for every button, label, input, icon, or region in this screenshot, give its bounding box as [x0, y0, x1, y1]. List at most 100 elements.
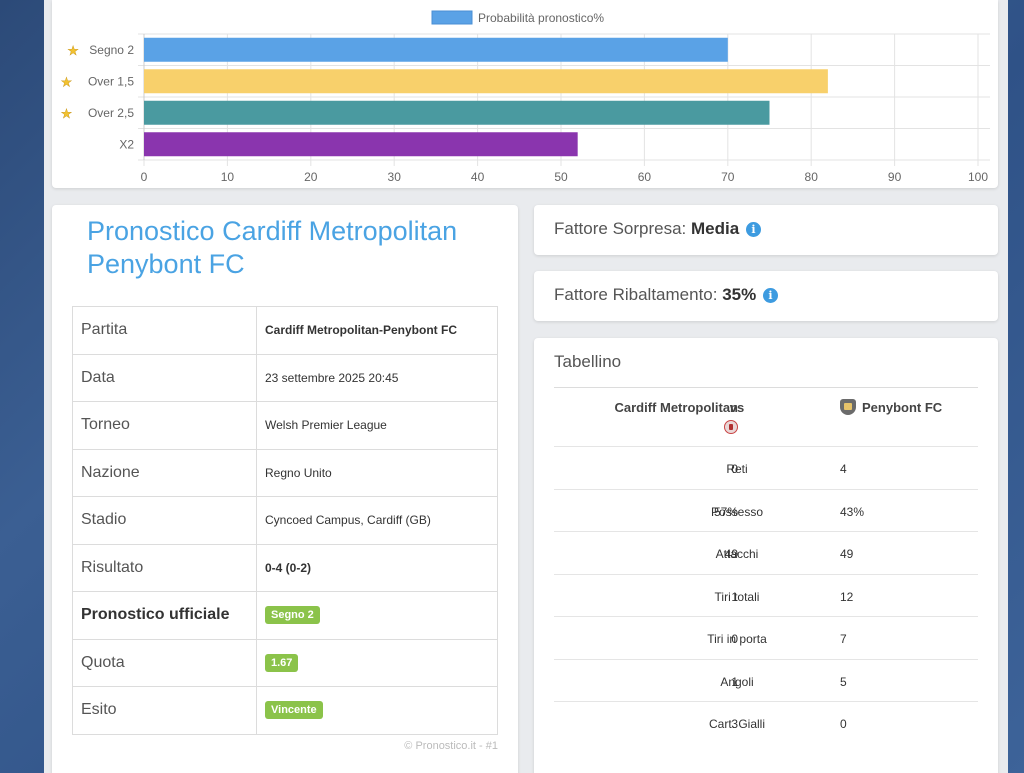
- x-tick-label: 0: [141, 170, 148, 184]
- info-value: Cardiff Metropolitan-Penybont FC: [256, 306, 498, 355]
- x-tick-label: 20: [304, 170, 318, 184]
- x-tick-label: 60: [638, 170, 652, 184]
- tabellino-title: Tabellino: [554, 352, 622, 371]
- home-team-name: Cardiff Metropolitan: [614, 400, 739, 415]
- info-row-risultato: Risultato 0-4 (0-2): [72, 543, 498, 592]
- info-key: Nazione: [72, 448, 257, 497]
- stat-row: 57% Possesso 43%: [554, 490, 978, 532]
- bar: [144, 69, 828, 94]
- reversal-factor: Fattore Ribaltamento: 35% i: [554, 285, 778, 305]
- copyright-text: © Pronostico.it - #1: [404, 740, 498, 752]
- star-icon: ★: [61, 75, 73, 90]
- stat-row: 0 Reti 4: [554, 447, 978, 490]
- away-team-logo-icon: [840, 399, 856, 415]
- reversal-value: 35%: [722, 285, 757, 304]
- page: Probabilità pronostico% 0 10 20 30 40 50 60 70 80…: [44, 0, 1008, 773]
- stat-away: 0: [840, 717, 847, 731]
- category-label: Over 1,5: [88, 74, 134, 88]
- page-title: Pronostico Cardiff Metropolitan Penybont…: [87, 216, 458, 279]
- x-tick-label: 50: [554, 170, 568, 184]
- info-key: Stadio: [72, 496, 257, 545]
- stat-label: Attacchi: [715, 547, 759, 561]
- surprise-label: Fattore Sorpresa:: [554, 219, 687, 238]
- info-row-esito: Esito Vincente: [72, 686, 498, 735]
- stat-home: 3: [731, 717, 738, 731]
- info-value-cell: Segno 2: [256, 591, 498, 640]
- category-label: Segno 2: [89, 43, 134, 57]
- stat-away: 43%: [840, 504, 865, 519]
- info-row-data: Data 23 settembre 2025 20:45: [72, 353, 498, 402]
- stat-label: Tiri in porta: [707, 632, 767, 646]
- info-value: Welsh Premier League: [256, 401, 498, 450]
- stat-home: 49: [724, 547, 738, 561]
- info-icon[interactable]: i: [762, 288, 778, 303]
- stat-row: 3 Cart. Gialli 0: [554, 702, 978, 745]
- surprise-value: Media: [691, 219, 740, 238]
- info-row-quota: Quota 1.67: [72, 638, 498, 687]
- x-tick-label: 30: [388, 170, 402, 184]
- stat-row: 49 Attacchi 49: [554, 532, 978, 575]
- info-value: Regno Unito: [256, 448, 498, 497]
- tabellino-card: Tabellino Cardiff Metropolitan vs Penybo…: [534, 338, 998, 773]
- stat-home: 0: [731, 632, 738, 646]
- stat-home: 57%: [713, 504, 738, 519]
- x-tick-label: 100: [968, 170, 988, 184]
- stat-row: 0 Tiri in porta 7: [554, 617, 978, 660]
- surprise-factor-card: Fattore Sorpresa: Media i: [534, 205, 998, 255]
- x-tick-label: 90: [888, 170, 902, 184]
- info-key: Esito: [72, 686, 257, 735]
- probability-chart-card: Probabilità pronostico% 0 10 20 30 40 50 60 70 80…: [52, 0, 998, 188]
- home-team-header: Cardiff Metropolitan: [598, 398, 738, 438]
- x-tick-label: 10: [221, 170, 235, 184]
- reversal-label: Fattore Ribaltamento:: [554, 285, 718, 304]
- category-label: Over 2,5: [88, 106, 134, 120]
- info-row-partita: Partita Cardiff Metropolitan-Penybont FC: [72, 306, 498, 355]
- away-team-name: Penybont FC: [862, 400, 943, 415]
- x-tick-label: 40: [471, 170, 485, 184]
- info-value-cell: 1.67: [256, 638, 498, 687]
- info-key: Partita: [72, 306, 257, 355]
- bar: [144, 37, 728, 62]
- stat-label: Reti: [726, 462, 748, 476]
- info-value: 23 settembre 2025 20:45: [256, 353, 498, 402]
- stat-away: 7: [840, 632, 847, 646]
- probability-chart: Probabilità pronostico% 0 10 20 30 40 50 60 70 80…: [60, 10, 990, 184]
- stat-label: Angoli: [720, 674, 754, 689]
- stat-label: Possesso: [710, 504, 764, 519]
- category-label: X2: [119, 137, 134, 151]
- star-icon: ★: [67, 44, 79, 59]
- stat-label: Cart. Gialli: [708, 717, 765, 731]
- info-key: Risultato: [72, 543, 257, 592]
- info-value-cell: Vincente: [256, 686, 498, 735]
- bar: [144, 132, 578, 157]
- stat-away: 4: [840, 462, 847, 476]
- stat-away: 5: [840, 674, 847, 689]
- away-team-header: Penybont FC: [840, 398, 942, 418]
- info-key: Torneo: [72, 401, 257, 450]
- prediction-badge: Segno 2: [265, 606, 320, 625]
- info-row-torneo: Torneo Welsh Premier League: [72, 401, 498, 450]
- match-info-card: Pronostico Cardiff Metropolitan Penybont…: [52, 205, 518, 773]
- x-tick-label: 70: [721, 170, 735, 184]
- x-tick-label: 80: [805, 170, 819, 184]
- stat-label: Tiri totali: [714, 589, 760, 604]
- match-info-table: Partita Cardiff Metropolitan-Penybont FC…: [72, 306, 498, 735]
- info-row-stadio: Stadio Cyncoed Campus, Cardiff (GB): [72, 496, 498, 545]
- legend-swatch: [431, 10, 473, 25]
- stat-home: 0: [731, 462, 738, 476]
- legend-label: Probabilità pronostico%: [478, 11, 604, 25]
- info-key: Quota: [72, 638, 257, 687]
- info-key: Pronostico ufficiale: [72, 591, 257, 640]
- stat-home: 1: [731, 589, 738, 604]
- info-icon[interactable]: i: [745, 222, 761, 237]
- reversal-factor-card: Fattore Ribaltamento: 35% i: [534, 271, 998, 321]
- stat-away: 49: [840, 547, 854, 561]
- stat-home: 1: [731, 674, 738, 689]
- info-value: Cyncoed Campus, Cardiff (GB): [256, 496, 498, 545]
- home-team-logo-icon: [724, 420, 738, 434]
- tabellino-header: Cardiff Metropolitan vs Penybont FC: [554, 387, 978, 447]
- stat-row: 1 Angoli 5: [554, 660, 978, 702]
- info-row-pronostico: Pronostico ufficiale Segno 2: [72, 591, 498, 640]
- info-key: Data: [72, 353, 257, 402]
- surprise-factor: Fattore Sorpresa: Media i: [554, 219, 761, 239]
